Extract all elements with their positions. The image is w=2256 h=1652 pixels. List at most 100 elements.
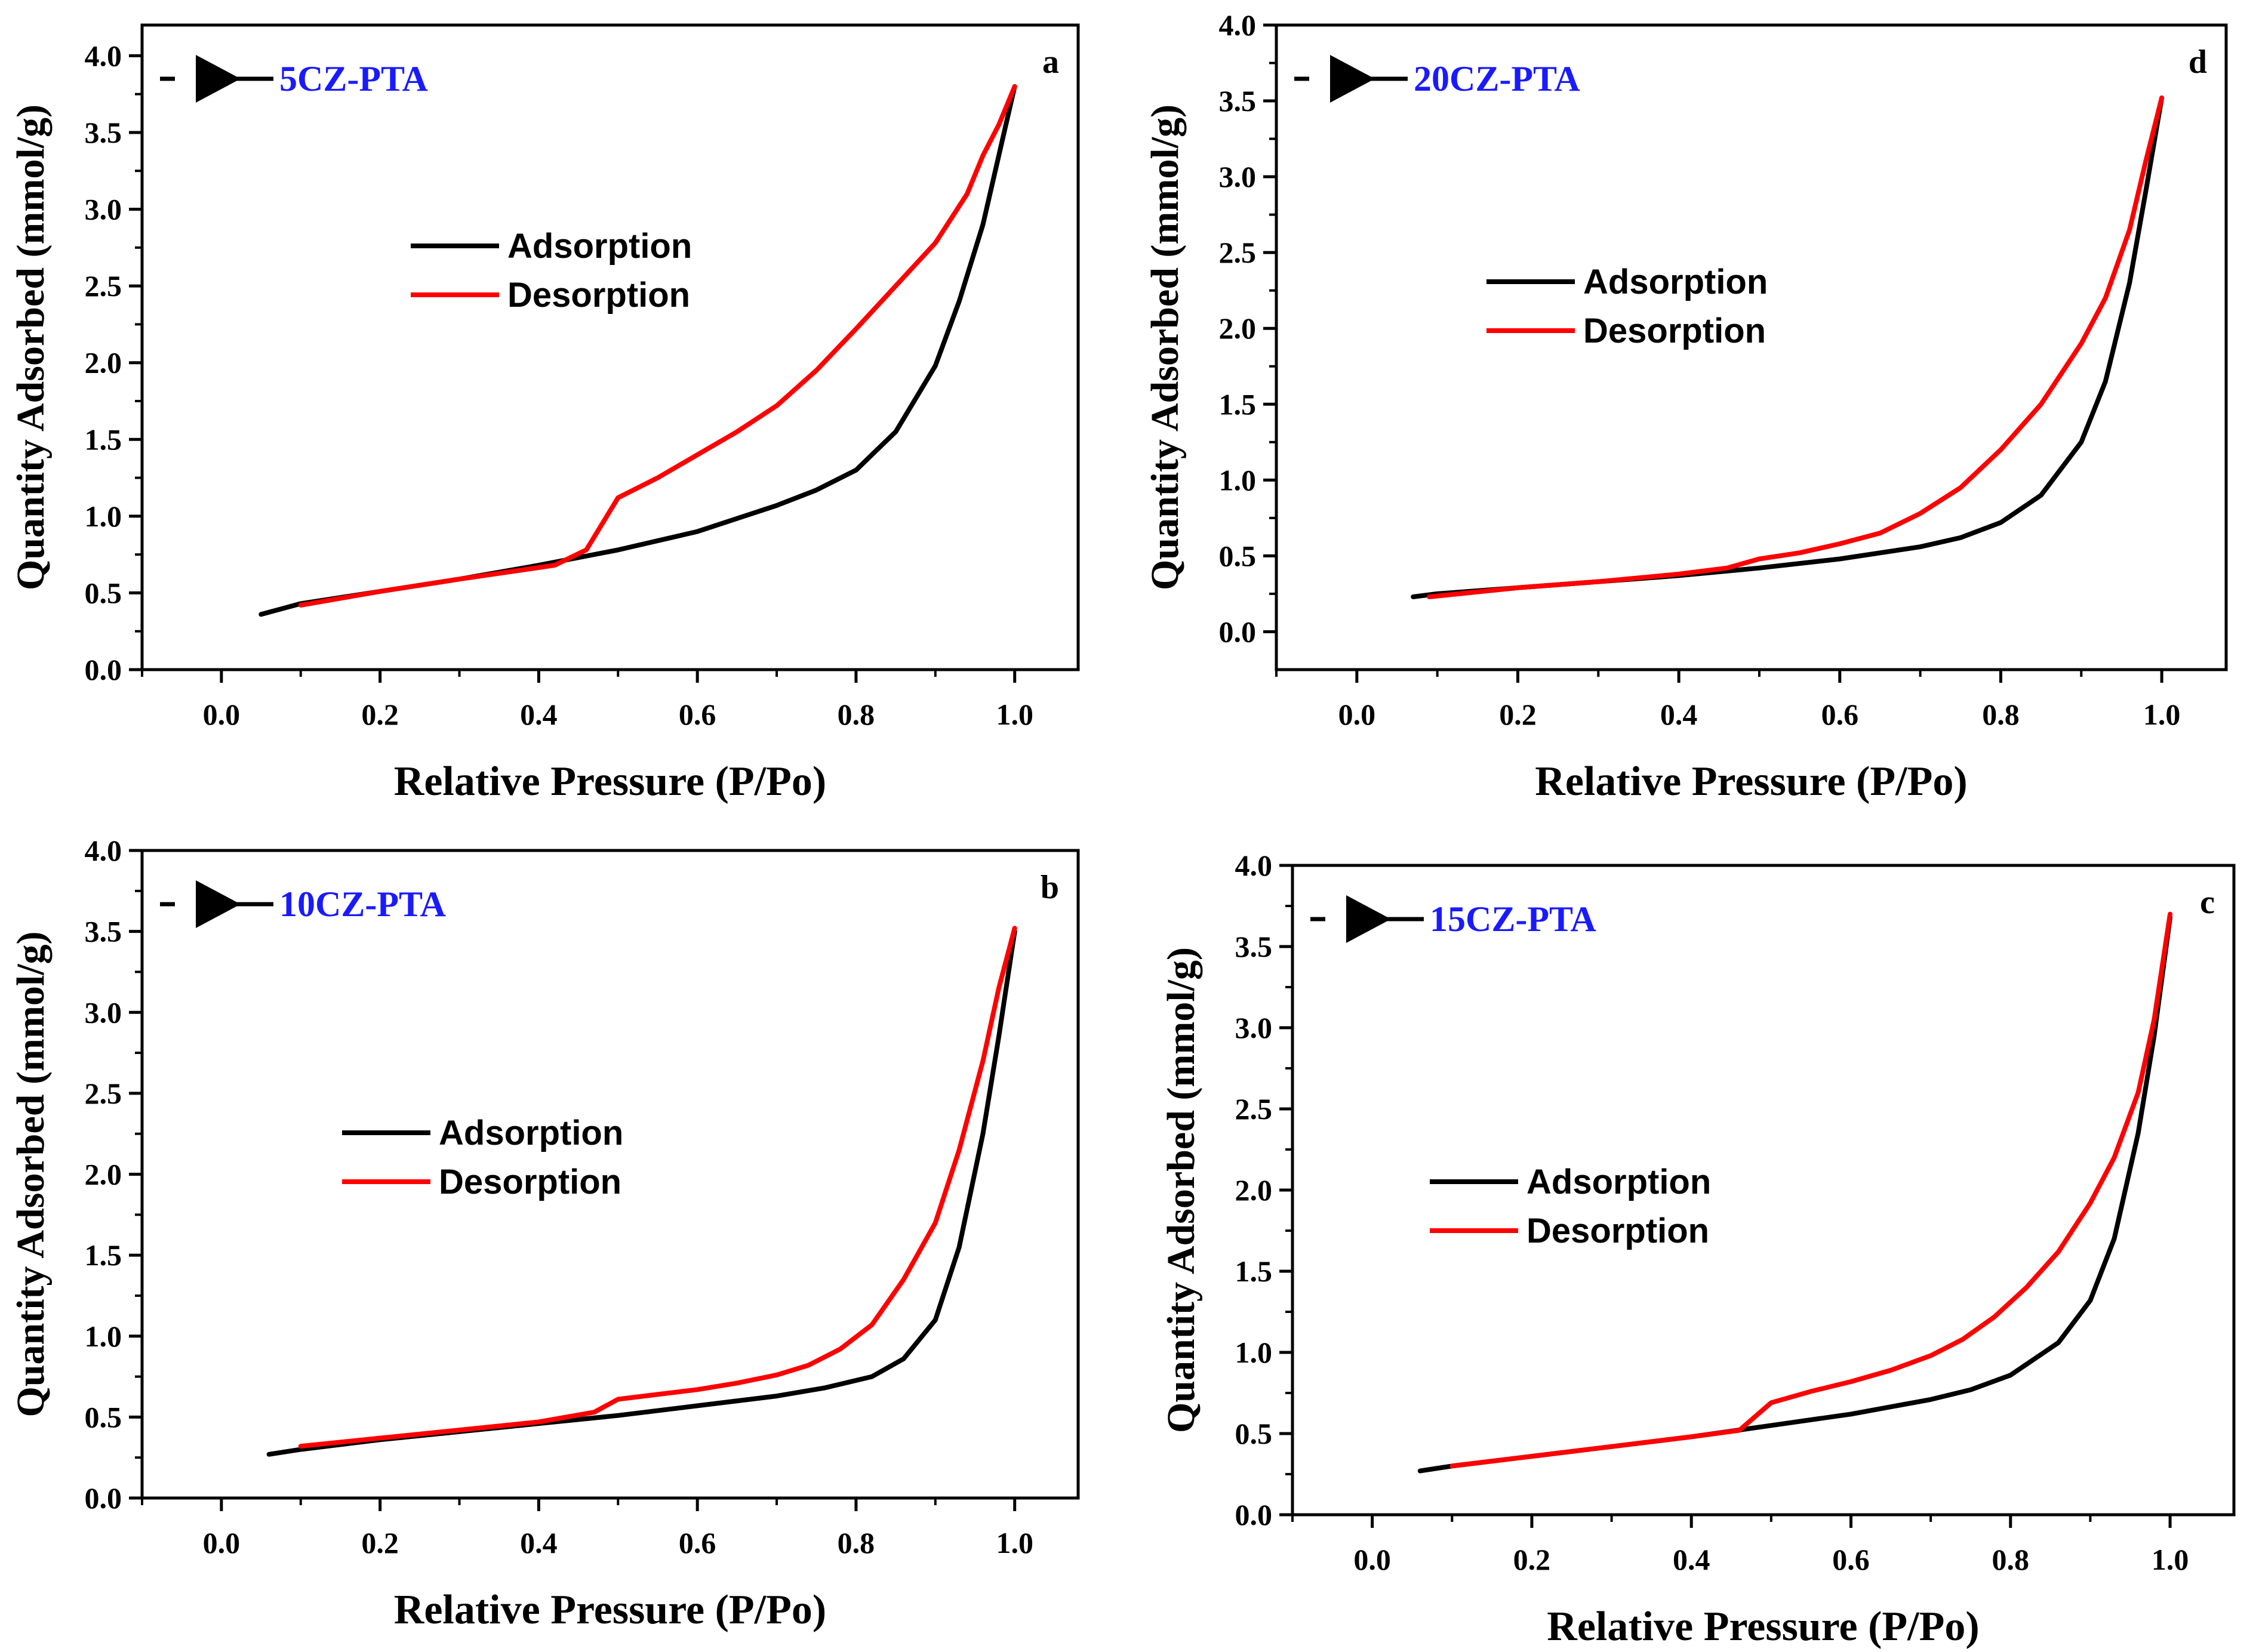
panel-letter: c bbox=[2200, 884, 2215, 921]
y-tick-label: 3.0 bbox=[1235, 1011, 1273, 1044]
y-tick-label: 1.5 bbox=[1235, 1255, 1273, 1288]
y-tick-label: 0.0 bbox=[1235, 1498, 1273, 1531]
adsorption-series-line bbox=[266, 929, 1017, 1457]
x-tick-label: 0.2 bbox=[361, 698, 399, 731]
x-tick-label: 0.6 bbox=[1832, 1543, 1870, 1576]
y-tick-label: 2.0 bbox=[85, 346, 122, 380]
x-tick-label: 1.0 bbox=[2152, 1543, 2189, 1576]
x-tick-label: 0.6 bbox=[679, 1526, 716, 1559]
chart-panel-d: 0.0 0.2 0.4 0.6 0.8 1.0 0.0 0.5 1.0 1.5 2.0 2.5 3.0 3… bbox=[1143, 8, 2228, 805]
sample-label: 5CZ-PTA bbox=[279, 59, 428, 98]
x-tick-label: 0.8 bbox=[838, 698, 875, 731]
x-axis-title: Relative Pressure (P/Po) bbox=[1547, 1604, 1979, 1650]
y-tick-label: 3.5 bbox=[85, 116, 122, 149]
x-tick-label: 1.0 bbox=[996, 698, 1033, 731]
x-axis-title: Relative Pressure (P/Po) bbox=[394, 759, 826, 805]
legend-label-adsorption: Adsorption bbox=[507, 227, 692, 266]
desorption-series-line bbox=[298, 926, 1017, 1449]
x-tick-label: 1.0 bbox=[2143, 698, 2181, 731]
chart-panel-c: 0.0 0.2 0.4 0.6 0.8 1.0 0.0 0.5 1.0 1.5 2.0 2.5 3.0 3… bbox=[1159, 849, 2236, 1650]
legend-label-desorption: Desorption bbox=[439, 1163, 621, 1201]
y-axis-title: Quantity Adsorbed (mmol/g) bbox=[9, 931, 53, 1417]
sample-label: 20CZ-PTA bbox=[1414, 59, 1580, 98]
y-tick-label: 1.0 bbox=[85, 500, 122, 533]
legend-label-adsorption: Adsorption bbox=[1583, 263, 1768, 301]
right-triangle-marker-icon bbox=[1330, 55, 1375, 103]
x-axis-title: Relative Pressure (P/Po) bbox=[1535, 759, 1967, 805]
y-tick-label: 3.5 bbox=[85, 915, 122, 948]
y-tick-label: 1.0 bbox=[1235, 1336, 1273, 1369]
y-tick-label: 3.0 bbox=[1219, 160, 1257, 193]
chart-panel-b: 0.0 0.2 0.4 0.6 0.8 1.0 0.0 0.5 1.0 1.5 2.0 2.5 3.0 3… bbox=[9, 834, 1080, 1633]
x-tick-label: 0.4 bbox=[520, 1526, 558, 1559]
y-tick-label: 4.0 bbox=[85, 834, 122, 867]
y-tick-label: 0.5 bbox=[85, 1400, 122, 1434]
x-tick-label: 0.0 bbox=[203, 1526, 241, 1559]
x-tick-label: 0.4 bbox=[520, 698, 558, 731]
y-axis-title: Quantity Adsorbed (mmol/g) bbox=[1143, 104, 1187, 590]
x-tick-label: 0.8 bbox=[1982, 698, 2020, 731]
y-tick-label: 1.0 bbox=[85, 1320, 122, 1353]
x-tick-label: 0.4 bbox=[1660, 698, 1698, 731]
x-tick-label: 0.4 bbox=[1673, 1543, 1710, 1576]
y-axis-title: Quantity Adsorbed (mmol/g) bbox=[9, 104, 53, 590]
legend-label-adsorption: Adsorption bbox=[439, 1114, 623, 1152]
y-tick-label: 0.0 bbox=[85, 653, 122, 686]
panel-letter: d bbox=[2189, 44, 2207, 81]
y-tick-label: 4.0 bbox=[85, 39, 122, 72]
y-tick-label: 2.5 bbox=[85, 269, 122, 303]
y-tick-label: 1.5 bbox=[85, 423, 122, 456]
y-tick-label: 0.5 bbox=[1219, 539, 1257, 572]
legend-label-adsorption: Adsorption bbox=[1526, 1163, 1711, 1201]
y-tick-label: 2.5 bbox=[1219, 236, 1257, 269]
y-tick-label: 3.5 bbox=[1219, 84, 1257, 118]
y-tick-label: 0.0 bbox=[85, 1481, 122, 1515]
plot-frame bbox=[140, 23, 1080, 671]
legend-label-desorption: Desorption bbox=[1526, 1212, 1709, 1250]
chart-panel-a: 0.0 0.2 0.4 0.6 0.8 1.0 0.0 0.5 1.0 1.5 2.0 2.5 3.0 3… bbox=[9, 23, 1080, 805]
x-tick-label: 1.0 bbox=[996, 1526, 1033, 1559]
sample-label: 10CZ-PTA bbox=[279, 884, 446, 924]
y-tick-label: 1.5 bbox=[1219, 387, 1257, 421]
adsorption-series-line bbox=[1411, 95, 2165, 599]
y-tick-label: 2.0 bbox=[1219, 312, 1257, 345]
plot-frame bbox=[1275, 23, 2228, 671]
y-tick-label: 3.5 bbox=[1235, 930, 1273, 963]
y-tick-label: 0.0 bbox=[1219, 615, 1257, 648]
sample-label: 15CZ-PTA bbox=[1430, 899, 1596, 939]
right-triangle-marker-icon bbox=[1346, 895, 1391, 943]
y-axis-title: Quantity Adsorbed (mmol/g) bbox=[1159, 947, 1203, 1433]
y-tick-label: 2.0 bbox=[85, 1158, 122, 1191]
panel-letter: a bbox=[1042, 44, 1059, 81]
x-tick-label: 0.6 bbox=[1821, 698, 1859, 731]
panel-letter: b bbox=[1041, 869, 1059, 906]
x-tick-label: 0.8 bbox=[838, 1526, 875, 1559]
x-tick-label: 0.0 bbox=[1353, 1543, 1391, 1576]
y-tick-label: 4.0 bbox=[1235, 849, 1273, 882]
x-tick-label: 0.0 bbox=[203, 698, 241, 731]
y-tick-label: 4.0 bbox=[1219, 8, 1257, 42]
x-tick-label: 0.0 bbox=[1338, 698, 1376, 731]
x-tick-label: 0.2 bbox=[1499, 698, 1537, 731]
x-tick-label: 0.2 bbox=[1513, 1543, 1551, 1576]
desorption-series-line bbox=[1449, 911, 2173, 1469]
y-tick-label: 2.5 bbox=[85, 1077, 122, 1110]
desorption-series-line bbox=[1427, 95, 2165, 599]
legend-label-desorption: Desorption bbox=[507, 276, 690, 315]
desorption-series-line bbox=[298, 84, 1017, 608]
legend-label-desorption: Desorption bbox=[1583, 312, 1766, 350]
y-tick-label: 0.5 bbox=[85, 576, 122, 609]
x-axis-title: Relative Pressure (P/Po) bbox=[394, 1587, 826, 1633]
x-tick-label: 0.6 bbox=[679, 698, 716, 731]
adsorption-series-line bbox=[258, 84, 1017, 617]
y-tick-label: 3.0 bbox=[85, 193, 122, 226]
right-triangle-marker-icon bbox=[196, 880, 241, 928]
y-tick-label: 1.5 bbox=[85, 1238, 122, 1272]
y-tick-label: 0.5 bbox=[1235, 1417, 1273, 1450]
plot-frame bbox=[1291, 864, 2236, 1517]
y-tick-label: 2.0 bbox=[1235, 1173, 1273, 1207]
x-tick-label: 0.8 bbox=[1992, 1543, 2030, 1576]
y-tick-label: 3.0 bbox=[85, 995, 122, 1029]
y-tick-label: 2.5 bbox=[1235, 1092, 1273, 1126]
